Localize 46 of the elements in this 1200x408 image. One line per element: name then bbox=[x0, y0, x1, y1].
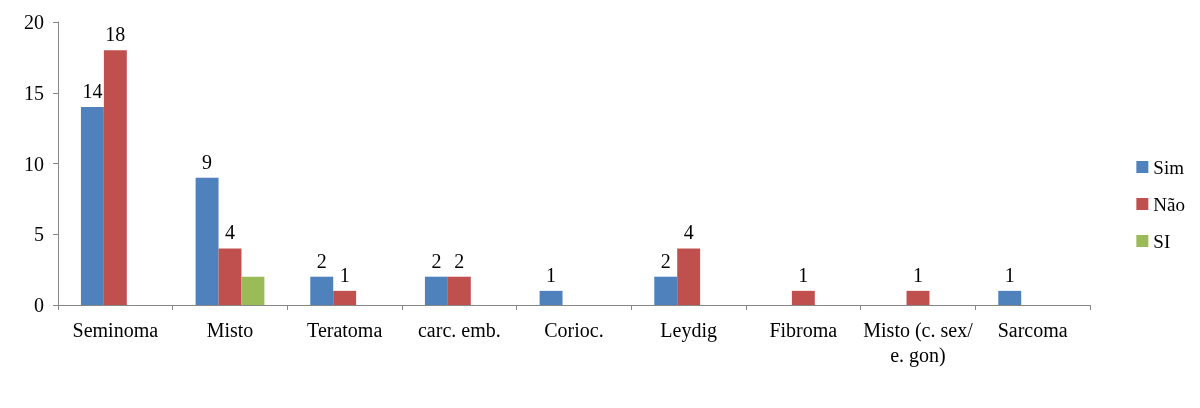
data-label: 14 bbox=[82, 79, 103, 102]
bar bbox=[241, 276, 265, 305]
bar bbox=[447, 276, 471, 305]
legend-label: SI bbox=[1153, 230, 1171, 252]
y-tick-label: 0 bbox=[34, 294, 44, 316]
bar bbox=[654, 276, 678, 305]
bar bbox=[677, 248, 701, 305]
bar bbox=[539, 290, 563, 305]
bar bbox=[424, 276, 448, 305]
y-tick-label: 20 bbox=[24, 11, 44, 33]
y-tick-label: 10 bbox=[24, 152, 44, 175]
data-label: 2 bbox=[316, 249, 327, 272]
x-tick-label: Leydig bbox=[660, 318, 717, 342]
data-label: 1 bbox=[798, 263, 809, 286]
data-label: 1 bbox=[913, 263, 923, 286]
bar bbox=[791, 290, 815, 305]
data-label: 4 bbox=[225, 221, 235, 244]
data-label: 4 bbox=[683, 221, 694, 244]
legend-label: Sim bbox=[1153, 156, 1185, 178]
data-label: 1 bbox=[1004, 263, 1015, 286]
bar bbox=[80, 106, 104, 305]
data-label: 2 bbox=[660, 249, 671, 272]
bar bbox=[103, 50, 127, 305]
x-tick-label: Misto bbox=[206, 318, 254, 341]
x-tick-label: Corioc. bbox=[544, 318, 604, 341]
x-tick-label: carc. emb. bbox=[417, 318, 501, 341]
x-tick-label: Misto (c. sex/e. gon) bbox=[863, 318, 974, 367]
data-label: 18 bbox=[105, 23, 126, 46]
legend-label: Não bbox=[1153, 193, 1185, 215]
data-label: 1 bbox=[339, 263, 350, 286]
data-label: 9 bbox=[202, 150, 213, 173]
x-tick-label: Fibroma bbox=[769, 318, 838, 341]
data-label: 2 bbox=[431, 249, 442, 272]
bar bbox=[218, 248, 242, 305]
data-label: 2 bbox=[454, 249, 465, 272]
bar bbox=[333, 290, 357, 305]
x-tick-label: Seminoma bbox=[72, 318, 159, 341]
x-tick-label: Teratoma bbox=[307, 318, 383, 341]
bar bbox=[195, 177, 219, 305]
data-label: 1 bbox=[546, 263, 557, 286]
bar bbox=[906, 290, 930, 305]
bar bbox=[310, 276, 334, 305]
bar bbox=[998, 290, 1022, 305]
x-tick-label: Sarcoma bbox=[997, 318, 1068, 341]
y-tick-label: 5 bbox=[34, 223, 44, 246]
y-tick-label: 15 bbox=[24, 81, 44, 104]
